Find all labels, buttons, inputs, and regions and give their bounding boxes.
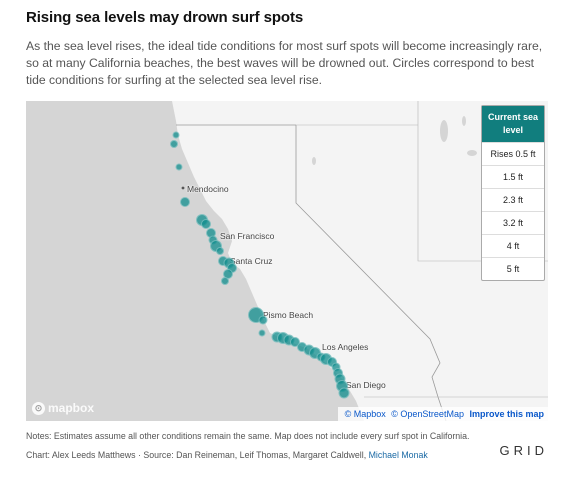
bay-water [212,227,228,241]
notes: Notes: Estimates assume all other condit… [26,431,470,441]
surf-spot[interactable] [221,277,229,285]
osm-attribution-link[interactable]: © OpenStreetMap [391,409,464,419]
surf-spot[interactable] [258,315,268,325]
credit-line: Chart: Alex Leeds Matthews · Source: Dan… [26,450,428,460]
sea-level-option-3-2ft[interactable]: 3.2 ft [482,211,544,234]
mapbox-icon: ⊙ [32,401,45,415]
credit-text: Chart: Alex Leeds Matthews · Source: Dan… [26,450,367,460]
mapbox-attribution-link[interactable]: © Mapbox [344,409,386,419]
surf-spot[interactable] [338,387,350,399]
map-attribution: © Mapbox © OpenStreetMap Improve this ma… [337,407,548,421]
grid-logo: GRID [499,443,548,458]
surf-spot[interactable] [170,140,178,148]
lake [440,120,448,142]
surf-spot[interactable] [201,219,211,229]
credit-link[interactable]: Michael Monak [368,450,428,460]
improve-map-link[interactable]: Improve this map [469,409,544,419]
map-basemap [172,101,548,421]
page-subtitle: As the sea level rises, the ideal tide c… [26,39,543,87]
surf-spot[interactable] [175,163,183,171]
sea-level-option-4ft[interactable]: 4 ft [482,234,544,257]
surf-spot[interactable] [172,131,180,139]
map-view[interactable]: Mendocino San Francisco Santa Cruz Pismo… [26,101,548,421]
city-label-los-angeles: Los Angeles [322,342,369,352]
mapbox-logo[interactable]: ⊙ mapbox [32,401,94,415]
city-label-mendocino: Mendocino [187,184,229,194]
city-label-san-francisco: San Francisco [220,231,275,241]
city-marker [181,186,185,190]
surf-spot[interactable] [180,197,190,207]
city-label-pismo-beach: Pismo Beach [263,310,314,320]
sea-level-option-2-3ft[interactable]: 2.3 ft [482,188,544,211]
sea-level-option-1-5ft[interactable]: 1.5 ft [482,165,544,188]
surf-spot[interactable] [216,247,224,255]
lake [462,116,466,126]
lake [467,150,477,156]
sea-level-option-0-5ft[interactable]: Rises 0.5 ft [482,142,544,165]
city-label-san-diego: San Diego [346,380,386,390]
selector-header: Current sea level [482,106,544,142]
mapbox-logo-text: mapbox [48,401,95,415]
city-label-santa-cruz: Santa Cruz [230,256,273,266]
sea-level-option-5ft[interactable]: 5 ft [482,257,544,280]
land-area [172,101,548,421]
sea-level-selector: Current sea level Rises 0.5 ft 1.5 ft 2.… [481,105,545,281]
lake [312,157,316,165]
page-title: Rising sea levels may drown surf spots [26,9,304,26]
surf-spot[interactable] [258,329,266,337]
